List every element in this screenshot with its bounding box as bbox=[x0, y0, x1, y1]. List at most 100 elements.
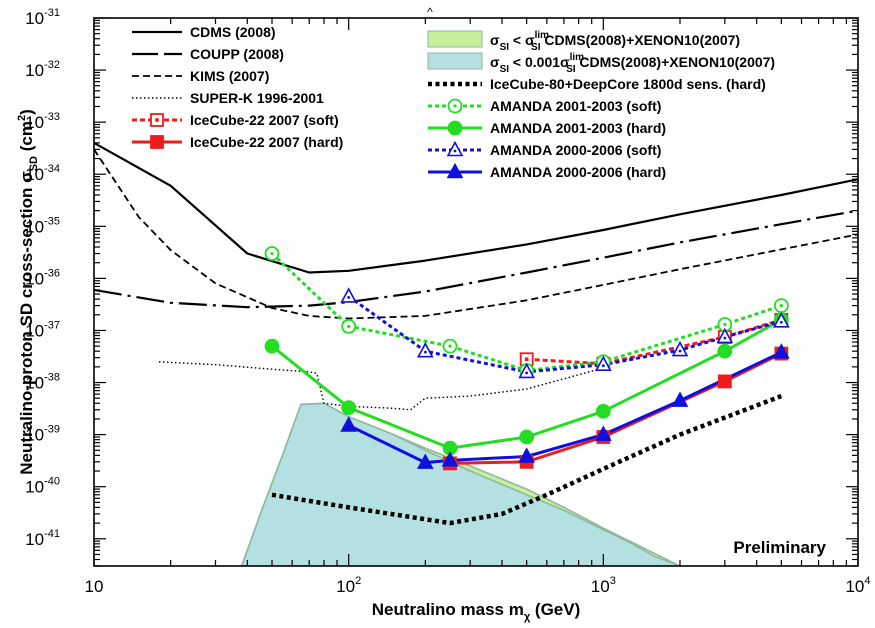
series-7-point-0 bbox=[264, 246, 280, 261]
legend-left-marker-5 bbox=[150, 135, 164, 149]
y-tick-label: 10-31 bbox=[25, 7, 60, 28]
series-9-point-2 bbox=[518, 362, 536, 379]
legend-right-marker-3 bbox=[447, 98, 463, 114]
legend-right-label-4: AMANDA 2001-2003 (hard) bbox=[490, 120, 666, 136]
legend-right-label-1-mid: < 0.001σ bbox=[509, 54, 570, 70]
y-tick-label-base: 10 bbox=[25, 61, 44, 80]
annotation-preliminary: Preliminary bbox=[733, 538, 826, 557]
legend-left-label-3: SUPER-K 1996-2001 bbox=[190, 90, 324, 106]
series-9-point-4-tri bbox=[671, 340, 689, 357]
legend-right-marker-3-dot bbox=[453, 104, 457, 108]
series-10-point-0 bbox=[340, 416, 358, 432]
legend-right-swatch-0 bbox=[427, 30, 483, 48]
plot-frame bbox=[93, 17, 859, 567]
x-tick-label-base: 10 bbox=[85, 577, 104, 596]
series-9-point-1-tri bbox=[416, 341, 434, 358]
series-8-point-1 bbox=[341, 400, 357, 416]
series-9-point-0-tri bbox=[340, 287, 358, 303]
x-axis-title-sub: χ bbox=[524, 611, 531, 623]
y-tick-label-base: 10 bbox=[25, 426, 44, 445]
y-tick-label-exp: -37 bbox=[44, 319, 60, 331]
series-7-point-1-dot bbox=[347, 324, 351, 328]
legend-right-label-5: AMANDA 2000-2006 (soft) bbox=[490, 142, 661, 158]
y-tick-label-base: 10 bbox=[25, 478, 44, 497]
series-8-point-1-ring bbox=[341, 400, 357, 416]
series-10-point-6 bbox=[772, 343, 790, 359]
series-4-line bbox=[526, 318, 782, 366]
legend-right-label-0: σSI < σlim SI CDMS(2008)+XENON10(2007) bbox=[490, 30, 740, 53]
legend-right-marker-4 bbox=[447, 120, 463, 136]
series-9-point-1-dot bbox=[423, 350, 427, 354]
legend-right-label-6: AMANDA 2000-2006 (hard) bbox=[490, 164, 666, 180]
y-tick-label-base: 10 bbox=[25, 217, 44, 236]
y-axis-title-unit: (cm bbox=[17, 121, 36, 156]
series-8-point-3-ring bbox=[519, 429, 535, 445]
series-8-point-0 bbox=[264, 338, 280, 354]
x-tick-label-exp: 2 bbox=[355, 575, 361, 587]
y-tick-label-exp: -40 bbox=[44, 476, 60, 488]
series-9-point-4-dot bbox=[678, 349, 682, 353]
y-tick-label-exp: -39 bbox=[44, 424, 60, 436]
legend-right-label-3: AMANDA 2001-2003 (soft) bbox=[490, 98, 661, 114]
x-tick-label: 10 bbox=[85, 577, 104, 596]
series-7-point-2 bbox=[442, 338, 458, 354]
series-7-point-5-dot bbox=[723, 322, 727, 327]
legend-right-label-1-sub2: SI bbox=[566, 64, 576, 75]
legend-right-label-0-sub2: SI bbox=[531, 42, 541, 53]
y-tick-label: 10-40 bbox=[25, 476, 60, 497]
series-5-point-3 bbox=[717, 374, 732, 389]
y-tick-label: 10-35 bbox=[25, 215, 60, 236]
x-tick-label: 103 bbox=[591, 575, 616, 596]
y-tick-label: 10-38 bbox=[25, 372, 60, 393]
y-axis-title-sub: SD bbox=[28, 156, 40, 171]
y-tick-label-base: 10 bbox=[25, 321, 44, 340]
series-9-point-6-dot bbox=[779, 320, 783, 324]
y-tick-label-exp: -31 bbox=[44, 7, 60, 19]
x-tick-label-base: 10 bbox=[845, 577, 864, 596]
series-9-point-2-dot bbox=[525, 371, 529, 375]
y-tick-label-base: 10 bbox=[25, 530, 44, 549]
y-tick-label-base: 10 bbox=[25, 374, 44, 393]
series-9-point-6 bbox=[772, 312, 790, 328]
x-tick-label-exp: 4 bbox=[864, 575, 870, 587]
series-8-point-5-ring bbox=[717, 343, 733, 359]
series-2-line bbox=[94, 148, 858, 320]
y-axis-title-unit-sup: 2 bbox=[16, 115, 28, 121]
legend-right-label-0-sub: SI bbox=[500, 42, 510, 53]
series-9-point-5-dot bbox=[723, 336, 727, 340]
series-4-point-0-dot bbox=[524, 357, 529, 362]
legend-right-marker-6-tri bbox=[446, 162, 464, 179]
series-8-point-4-ring bbox=[595, 403, 611, 419]
x-axis-title-main: Neutralino mass m bbox=[372, 600, 524, 619]
y-tick-label-base: 10 bbox=[25, 165, 44, 184]
series-5-point-3-box bbox=[717, 374, 732, 389]
series-10-point-4-tri bbox=[594, 425, 612, 441]
y-tick-label: 10-36 bbox=[25, 267, 60, 288]
series-9-point-5-tri bbox=[716, 327, 734, 344]
legend-left-label-2: KIMS (2007) bbox=[190, 68, 269, 84]
y-tick-label: 10-34 bbox=[25, 163, 60, 184]
legend-left-label-4: IceCube-22 2007 (soft) bbox=[190, 112, 339, 128]
series-7-point-1 bbox=[341, 318, 357, 334]
series-10-point-3 bbox=[518, 447, 536, 463]
series-9-point-3-tri bbox=[594, 355, 612, 372]
top-mark: ^ bbox=[427, 5, 433, 19]
legend-left-marker-4-dot bbox=[155, 118, 159, 122]
series-10-point-0-tri bbox=[340, 416, 358, 432]
y-tick-label: 10-33 bbox=[25, 111, 60, 132]
legend-right-marker-5-dot bbox=[453, 149, 457, 153]
y-tick-label-exp: -38 bbox=[44, 372, 60, 384]
legend-right-label-2: IceCube-80+DeepCore 1800d sens. (hard) bbox=[490, 76, 766, 92]
y-axis-title-main: Neutralino-proton SD cross-section σ bbox=[17, 171, 36, 475]
legend-right-label-1-post: CDMS(2008)+XENON10(2007) bbox=[576, 54, 776, 70]
series-9-point-4 bbox=[671, 340, 689, 357]
legend-right-label-0-post: CDMS(2008)+XENON10(2007) bbox=[540, 32, 740, 48]
series-10-point-1-tri bbox=[416, 453, 434, 469]
x-axis-title: Neutralino mass mχ (GeV) bbox=[372, 600, 581, 623]
series-10-point-6-tri bbox=[772, 343, 790, 359]
legend-right-label-0-sup: lim bbox=[535, 30, 550, 41]
series-8-point-4 bbox=[595, 403, 611, 419]
legend-right-label-0-mid: < σ bbox=[509, 32, 535, 48]
legend-left-marker-5-box bbox=[150, 135, 164, 149]
x-tick-label: 102 bbox=[336, 575, 361, 596]
